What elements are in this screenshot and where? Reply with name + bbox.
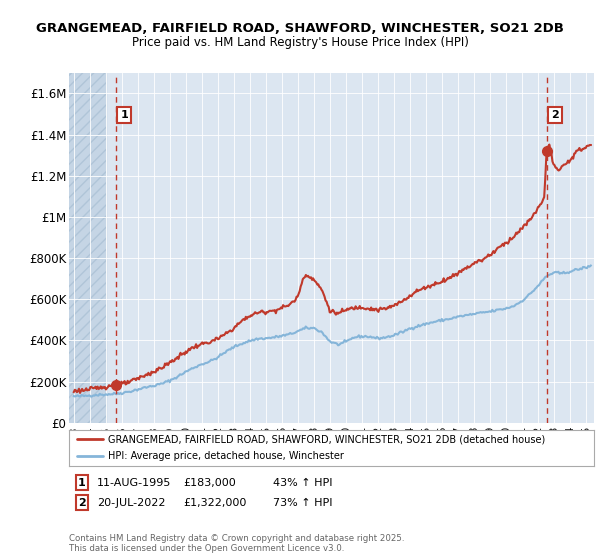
Text: HPI: Average price, detached house, Winchester: HPI: Average price, detached house, Winc…	[109, 451, 344, 461]
Text: 1: 1	[121, 110, 128, 120]
Text: GRANGEMEAD, FAIRFIELD ROAD, SHAWFORD, WINCHESTER, SO21 2DB: GRANGEMEAD, FAIRFIELD ROAD, SHAWFORD, WI…	[36, 22, 564, 35]
Bar	[69, 73, 106, 423]
Text: Contains HM Land Registry data © Crown copyright and database right 2025.
This d: Contains HM Land Registry data © Crown c…	[69, 534, 404, 553]
Text: 2: 2	[78, 498, 86, 508]
Text: 2: 2	[551, 110, 559, 120]
Text: GRANGEMEAD, FAIRFIELD ROAD, SHAWFORD, WINCHESTER, SO21 2DB (detached house): GRANGEMEAD, FAIRFIELD ROAD, SHAWFORD, WI…	[109, 435, 545, 444]
Text: 11-AUG-1995: 11-AUG-1995	[97, 478, 172, 488]
Text: 73% ↑ HPI: 73% ↑ HPI	[273, 498, 332, 508]
Text: 1: 1	[78, 478, 86, 488]
Text: Price paid vs. HM Land Registry's House Price Index (HPI): Price paid vs. HM Land Registry's House …	[131, 36, 469, 49]
Text: £183,000: £183,000	[183, 478, 236, 488]
Text: 43% ↑ HPI: 43% ↑ HPI	[273, 478, 332, 488]
Text: 20-JUL-2022: 20-JUL-2022	[97, 498, 166, 508]
Text: £1,322,000: £1,322,000	[183, 498, 247, 508]
Bar	[69, 73, 106, 423]
